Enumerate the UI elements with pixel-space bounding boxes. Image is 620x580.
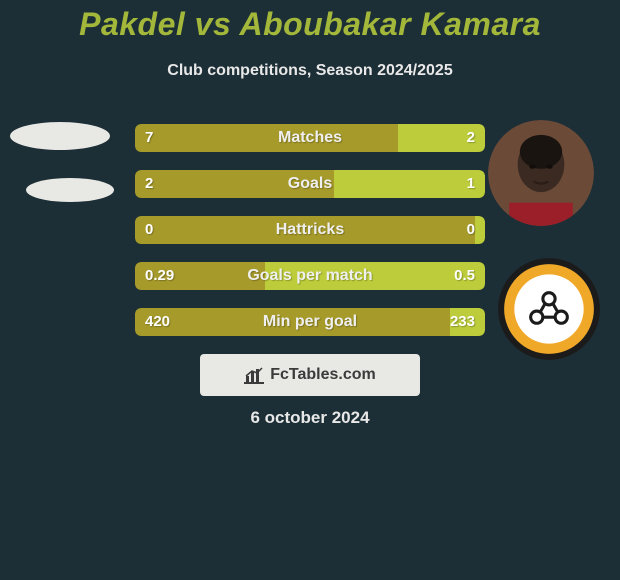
stat-bar-left	[135, 216, 475, 244]
placeholder-ellipse	[10, 122, 110, 150]
date-label: 6 october 2024	[0, 408, 620, 428]
stat-bar-right	[398, 124, 485, 152]
stat-bar: 72Matches	[135, 124, 485, 152]
stat-bar-left	[135, 262, 265, 290]
placeholder-ellipse	[26, 178, 114, 202]
stat-bar-left	[135, 124, 398, 152]
chart-icon	[244, 366, 264, 384]
stat-bars: 72Matches 21Goals 00Hattricks 0.290.5Goals …	[135, 124, 485, 354]
stat-bar-right	[265, 262, 485, 290]
stat-bar-right	[450, 308, 485, 336]
comparison-card: Pakdel vs Aboubakar Kamara Club competit…	[0, 0, 620, 580]
stat-bar-left	[135, 170, 334, 198]
stat-bar: 0.290.5Goals per match	[135, 262, 485, 290]
player-avatar	[488, 120, 594, 226]
page-subtitle: Club competitions, Season 2024/2025	[0, 62, 620, 80]
stat-bar-right	[334, 170, 485, 198]
attribution-box: FcTables.com	[200, 354, 420, 396]
stat-bar-right	[475, 216, 485, 244]
page-title: Pakdel vs Aboubakar Kamara	[0, 6, 620, 43]
stat-bar-left	[135, 308, 450, 336]
stat-bar: 420233Min per goal	[135, 308, 485, 336]
attribution-text: FcTables.com	[270, 366, 376, 384]
club-badge	[498, 258, 600, 360]
stat-bar: 21Goals	[135, 170, 485, 198]
stat-bar: 00Hattricks	[135, 216, 485, 244]
